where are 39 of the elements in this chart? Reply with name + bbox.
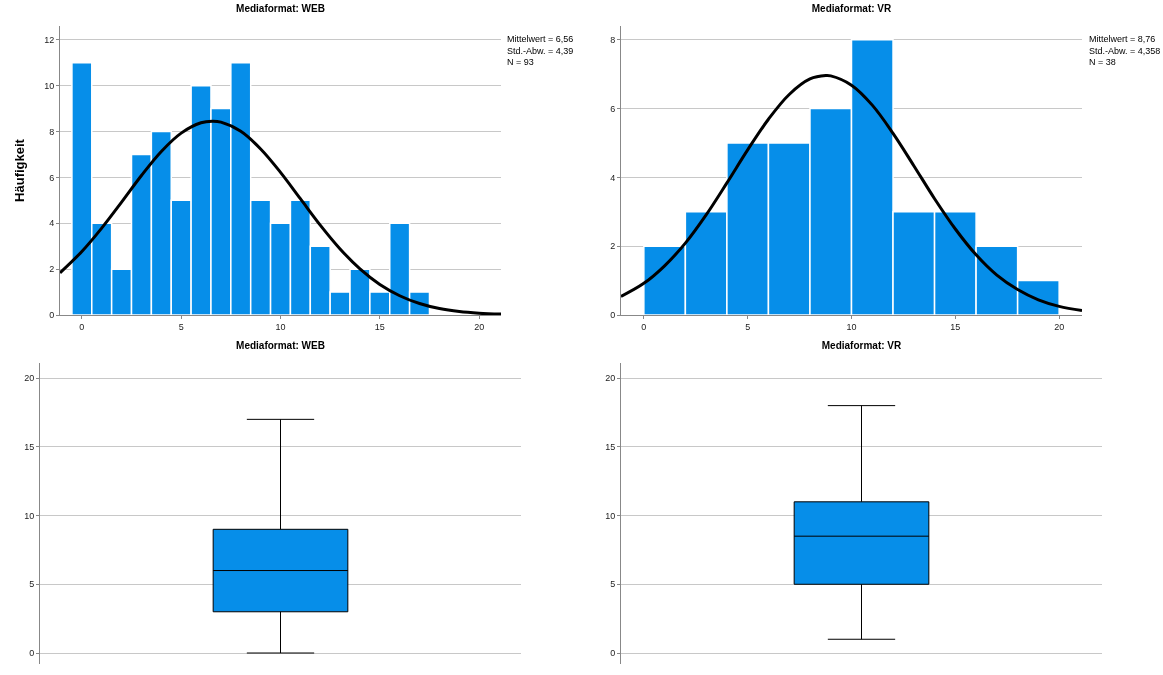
y-tick-label: 2: [49, 264, 55, 275]
y-tick-label: 6: [49, 172, 55, 183]
x-tick-label: 15: [374, 321, 385, 332]
y-tick-label: 0: [49, 310, 55, 321]
y-tick-label: 12: [44, 34, 55, 45]
y-tick-label: 6: [610, 103, 616, 114]
y-tick-label: 4: [49, 218, 55, 229]
y-tick-label: 15: [605, 441, 616, 452]
y-tick-label: 5: [610, 579, 616, 590]
x-tick-label: 20: [474, 321, 485, 332]
y-tick-label: 5: [29, 579, 35, 590]
x-tick-label: 15: [950, 321, 961, 332]
y-tick-label: 4: [610, 172, 616, 183]
chart-title: Mediaformat: VR: [821, 340, 902, 352]
y-tick-label: 20: [605, 373, 616, 384]
y-tick-label: 2: [610, 241, 616, 252]
y-tick-label: 10: [24, 510, 35, 521]
x-tick-label: 0: [79, 321, 85, 332]
x-tick-label: 0: [641, 321, 647, 332]
x-tick-label: 5: [745, 321, 751, 332]
x-tick-label: 10: [846, 321, 857, 332]
chart-title: Mediaformat: WEB: [236, 3, 325, 15]
y-tick-label: 20: [24, 373, 35, 384]
y-tick-label: 8: [610, 34, 616, 45]
text: Mittelwert = 8,76 Std.-Abw. = 4,358 N = 38: [1089, 34, 1161, 68]
y-tick-label: 0: [610, 648, 616, 659]
x-tick-label: 10: [275, 321, 286, 332]
y-axis-title: Häufigkeit: [12, 138, 27, 202]
chart-title: Mediaformat: WEB: [236, 340, 325, 352]
text: Mittelwert = 6,56 Std.-Abw. = 4,39 N = 93: [507, 34, 574, 68]
y-tick-label: 10: [44, 80, 55, 91]
y-tick-label: 0: [29, 648, 35, 659]
x-tick-label: 20: [1054, 321, 1065, 332]
y-tick-label: 15: [24, 441, 35, 452]
y-tick-label: 10: [605, 510, 616, 521]
x-tick-label: 5: [178, 321, 184, 332]
y-tick-label: 0: [610, 310, 616, 321]
y-tick-label: 8: [49, 126, 55, 137]
chart-title: Mediaformat: VR: [811, 3, 892, 15]
